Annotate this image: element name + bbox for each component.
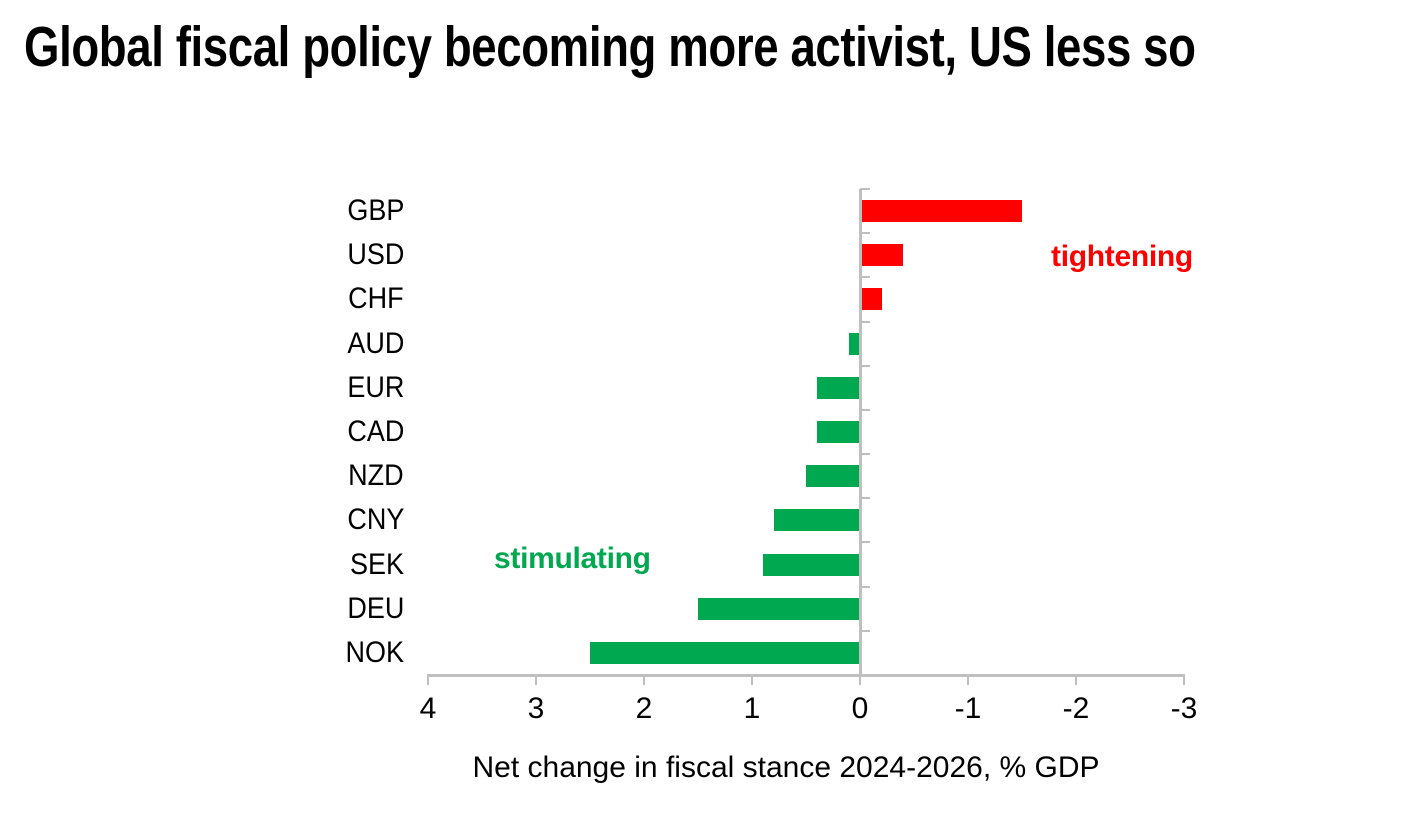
category-label-DEU: DEU [270,587,404,631]
x-axis-title: Net change in fiscal stance 2024-2026, %… [472,751,1100,784]
category-label-SEK: SEK [270,542,404,586]
x-axis-line [428,673,1184,677]
category-tick [860,276,870,279]
category-label-NOK: NOK [270,631,404,675]
category-label-USD: USD [270,233,404,277]
bar-CAD [816,421,860,443]
y-axis-line [858,189,862,677]
category-tick [860,585,870,588]
x-tick-label-4: 4 [419,692,437,725]
x-tick [535,674,537,685]
x-tick [967,674,969,685]
x-tick-label-1: 1 [743,692,761,725]
x-tick [643,674,645,685]
category-label-text: EUR [346,370,404,404]
category-label-text: AUD [346,326,404,360]
category-label-EUR: EUR [270,366,404,410]
x-tick [427,674,429,685]
x-tick [1183,674,1185,685]
x-tick [1075,674,1077,685]
x-tick-label--1: -1 [954,692,982,725]
category-label-NZD: NZD [270,454,404,498]
bar-GBP [860,200,1022,223]
category-label-GBP: GBP [270,189,404,233]
category-label-CNY: CNY [270,498,404,542]
x-tick [751,674,753,685]
bar-EUR [816,376,860,399]
x-tick [859,674,861,685]
annotation-tightening: tightening [1051,240,1193,273]
category-label-AUD: AUD [270,322,404,366]
bar-NZD [806,465,860,488]
category-tick [860,188,870,190]
x-tick-label--2: -2 [1062,692,1090,725]
category-label-text: CHF [348,282,404,316]
bar-DEU [698,597,860,620]
category-tick [860,541,870,544]
category-tick [860,408,870,411]
bar-AUD [849,332,860,355]
category-tick [860,232,870,235]
category-label-text: SEK [349,547,404,581]
category-label-text: USD [346,238,404,272]
category-tick [860,629,870,632]
category-label-text: NZD [348,459,404,493]
bar-NOK [590,641,860,664]
category-tick [860,364,870,367]
x-tick-label-3: 3 [527,692,545,725]
category-label-text: CNY [346,503,404,537]
category-tick [860,497,870,500]
category-label-text: CAD [346,414,404,448]
x-tick-label-2: 2 [635,692,653,725]
bar-SEK [762,553,860,576]
annotation-stimulating: stimulating [494,542,651,575]
x-tick-label-0: 0 [851,692,869,725]
category-tick [860,320,870,323]
category-label-CAD: CAD [270,410,404,454]
bar-CNY [773,509,860,532]
chart-title: Global fiscal policy becoming more activ… [24,15,1196,79]
category-label-CHF: CHF [270,277,404,321]
x-tick-label--3: -3 [1170,692,1198,725]
category-label-text: DEU [346,591,404,625]
category-tick [860,453,870,456]
bar-USD [860,244,904,267]
category-label-text: GBP [346,194,404,228]
bar-CHF [860,288,882,311]
category-label-text: NOK [345,635,404,669]
